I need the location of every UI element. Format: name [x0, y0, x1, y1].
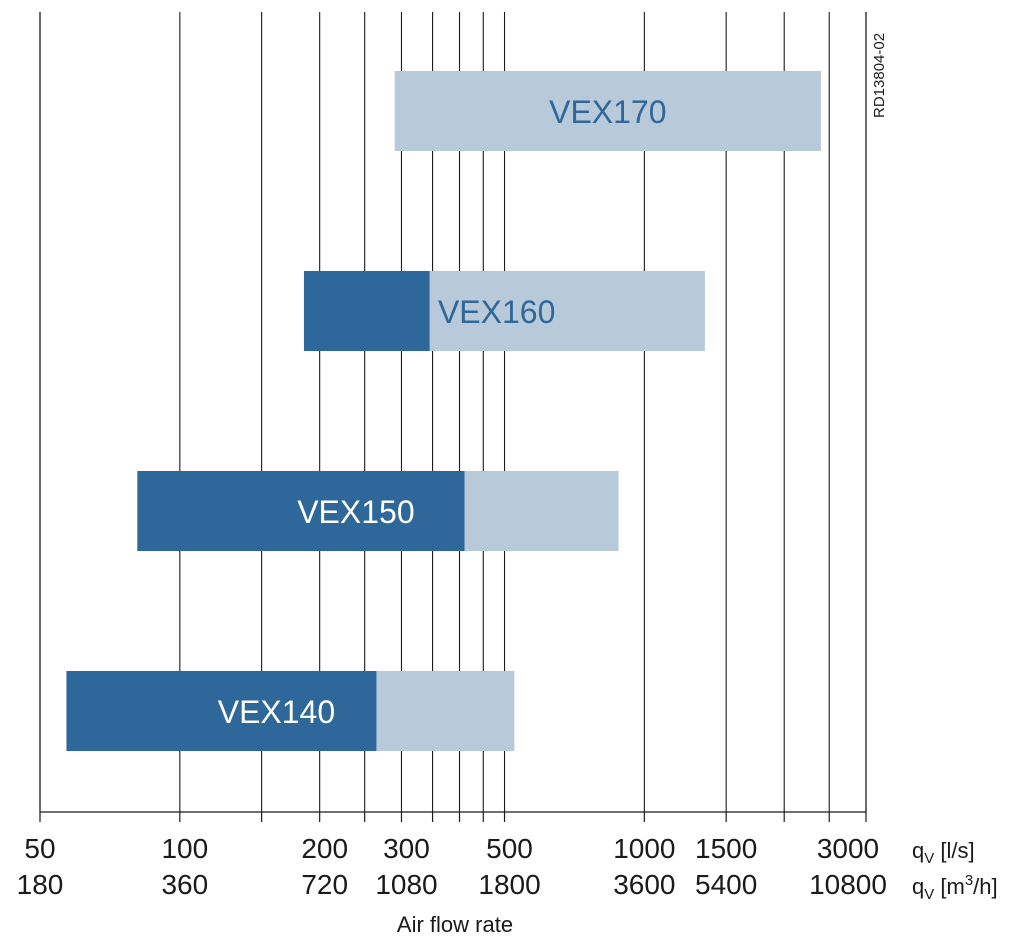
x-tick-label-ls: 3000 — [817, 833, 879, 864]
x-tick-label-m3h: 10800 — [809, 869, 887, 900]
bar-label: VEX160 — [438, 294, 555, 330]
bar-dark-segment — [66, 671, 377, 751]
bar-label: VEX140 — [218, 694, 335, 730]
bar-light-segment — [429, 271, 705, 351]
x-tick-label-m3h: 180 — [17, 869, 64, 900]
x-tick-label-m3h: 360 — [161, 869, 208, 900]
x-tick-label-m3h: 3600 — [613, 869, 675, 900]
bar-label: VEX150 — [297, 494, 414, 530]
bars: VEX170 VEX160 VEX150 VEX140 — [66, 71, 821, 751]
x-tick-label-m3h: 5400 — [695, 869, 757, 900]
x-tick-label-ls: 500 — [486, 833, 533, 864]
bar-group-vex170: VEX170 — [394, 71, 821, 151]
document-code: RD13804-02 — [871, 33, 888, 118]
x-tick-label-ls: 100 — [161, 833, 208, 864]
bar-dark-segment — [137, 471, 465, 551]
x-tick-label-ls: 1500 — [695, 833, 757, 864]
bar-light-segment — [464, 471, 619, 551]
bar-light-segment — [394, 71, 821, 151]
x-tick-label-m3h: 1800 — [478, 869, 540, 900]
x-tick-label-m3h: 720 — [301, 869, 348, 900]
unit-label-ls: qV [l/s] — [912, 838, 975, 867]
bar-light-segment — [376, 671, 515, 751]
x-tick-label-ls: 50 — [24, 833, 55, 864]
bar-dark-segment — [303, 271, 430, 351]
x-tick-label-ls: 1000 — [613, 833, 675, 864]
bar-group-vex150: VEX150 — [137, 471, 619, 551]
unit-label-m3h: qV [m3/h] — [912, 872, 998, 903]
bar-label: VEX170 — [549, 94, 666, 130]
x-tick-label-ls: 200 — [301, 833, 348, 864]
bar-group-vex140: VEX140 — [66, 671, 515, 751]
axis-labels: 50 180 100 360 200 720 300 1080 500 1800 1000 3600 1… — [17, 833, 998, 903]
bar-group-vex160: VEX160 — [303, 271, 705, 351]
x-axis — [39, 811, 867, 822]
x-axis-title: Air flow rate — [397, 912, 513, 937]
x-tick-label-m3h: 1080 — [375, 869, 437, 900]
x-tick-label-ls: 300 — [383, 833, 430, 864]
